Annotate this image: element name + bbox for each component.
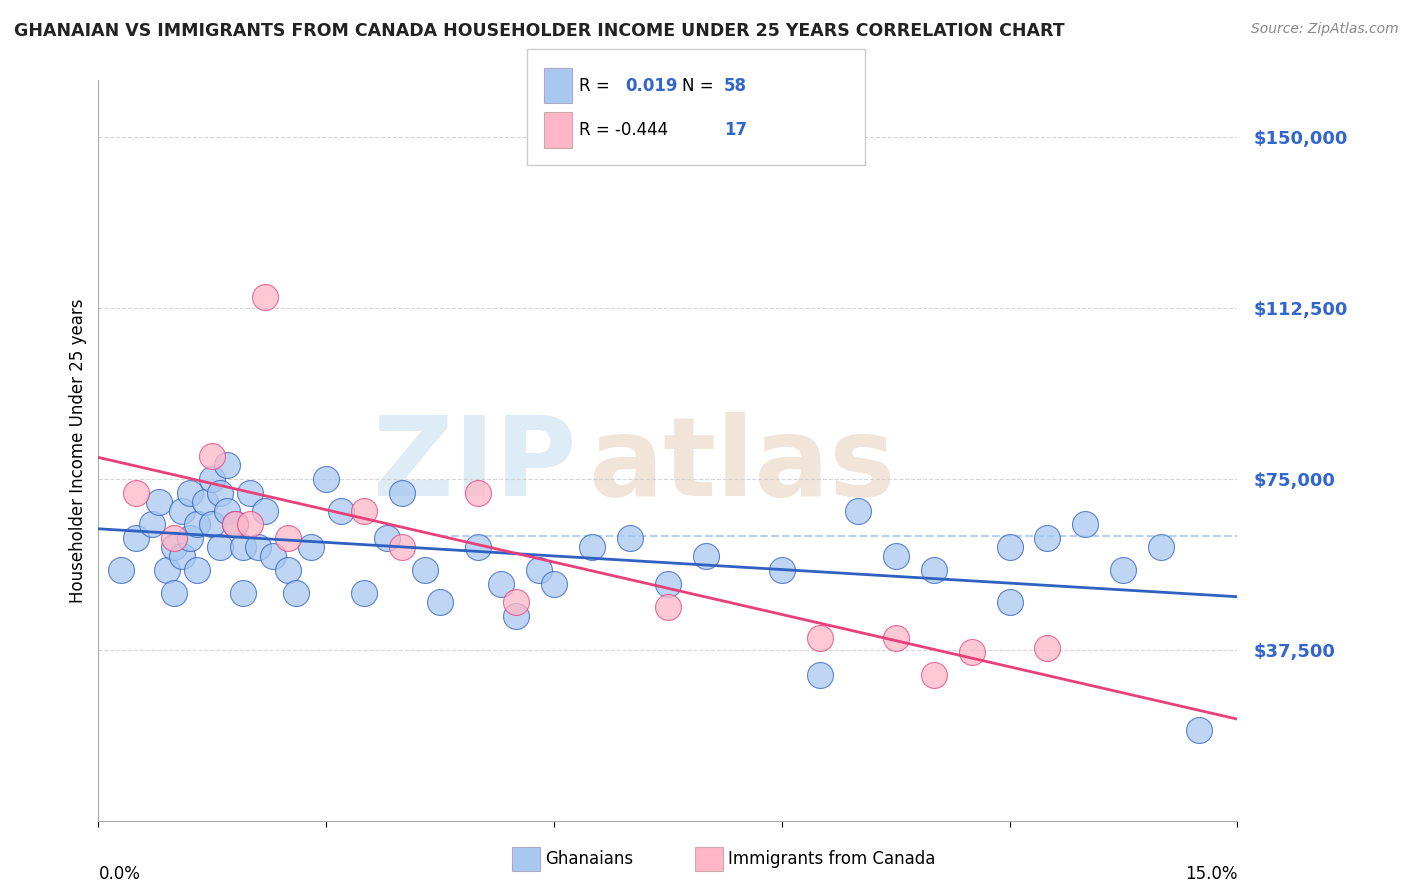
Text: 0.019: 0.019	[626, 77, 678, 95]
Point	[246, 541, 269, 555]
Point	[277, 563, 299, 577]
Point	[148, 494, 170, 508]
Point	[125, 485, 148, 500]
Point	[254, 504, 277, 518]
Point	[353, 504, 375, 518]
Point	[239, 485, 262, 500]
Point	[110, 563, 132, 577]
Point	[543, 576, 565, 591]
Point	[884, 632, 907, 646]
Y-axis label: Householder Income Under 25 years: Householder Income Under 25 years	[69, 298, 87, 603]
Point	[163, 586, 186, 600]
Point	[163, 531, 186, 545]
Point	[254, 290, 277, 304]
Point	[232, 541, 254, 555]
Point	[808, 668, 831, 682]
Point	[884, 549, 907, 564]
Point	[179, 485, 201, 500]
Point	[1036, 640, 1059, 655]
Point	[201, 517, 224, 532]
Point	[224, 517, 246, 532]
Point	[186, 517, 208, 532]
Point	[391, 485, 413, 500]
Text: Immigrants from Canada: Immigrants from Canada	[728, 850, 935, 868]
Point	[330, 504, 353, 518]
Point	[239, 517, 262, 532]
Point	[489, 576, 512, 591]
Point	[657, 576, 679, 591]
Text: GHANAIAN VS IMMIGRANTS FROM CANADA HOUSEHOLDER INCOME UNDER 25 YEARS CORRELATION: GHANAIAN VS IMMIGRANTS FROM CANADA HOUSE…	[14, 22, 1064, 40]
Text: 0.0%: 0.0%	[98, 865, 141, 883]
Point	[467, 541, 489, 555]
Point	[217, 458, 239, 473]
Point	[141, 517, 163, 532]
Point	[186, 563, 208, 577]
Text: Ghanaians: Ghanaians	[546, 850, 634, 868]
Point	[194, 494, 217, 508]
Point	[527, 563, 550, 577]
Point	[1036, 531, 1059, 545]
Point	[808, 632, 831, 646]
Point	[429, 595, 451, 609]
Point	[960, 645, 983, 659]
Point	[232, 586, 254, 600]
Point	[299, 541, 322, 555]
Point	[156, 563, 179, 577]
Text: N =: N =	[682, 77, 718, 95]
Point	[224, 517, 246, 532]
Point	[315, 472, 337, 486]
Point	[391, 541, 413, 555]
Point	[208, 485, 231, 500]
Point	[657, 599, 679, 614]
Point	[1074, 517, 1097, 532]
Point	[201, 449, 224, 463]
Point	[922, 668, 945, 682]
Point	[413, 563, 436, 577]
Point	[505, 595, 527, 609]
Point	[284, 586, 307, 600]
Text: R =: R =	[579, 77, 616, 95]
Point	[179, 531, 201, 545]
Point	[467, 485, 489, 500]
Text: 58: 58	[724, 77, 747, 95]
Point	[922, 563, 945, 577]
Point	[846, 504, 869, 518]
Point	[208, 541, 231, 555]
Point	[1150, 541, 1173, 555]
Text: 15.0%: 15.0%	[1185, 865, 1237, 883]
Point	[170, 504, 193, 518]
Text: ZIP: ZIP	[374, 412, 576, 519]
Point	[353, 586, 375, 600]
Text: Source: ZipAtlas.com: Source: ZipAtlas.com	[1251, 22, 1399, 37]
Point	[217, 504, 239, 518]
Point	[998, 541, 1021, 555]
Point	[170, 549, 193, 564]
Point	[201, 472, 224, 486]
Point	[770, 563, 793, 577]
Text: 17: 17	[724, 121, 747, 139]
Point	[505, 608, 527, 623]
Point	[1112, 563, 1135, 577]
Point	[163, 541, 186, 555]
Point	[125, 531, 148, 545]
Text: atlas: atlas	[588, 412, 896, 519]
Point	[277, 531, 299, 545]
Point	[1188, 723, 1211, 737]
Point	[581, 541, 603, 555]
Text: R = -0.444: R = -0.444	[579, 121, 668, 139]
Point	[998, 595, 1021, 609]
Point	[619, 531, 641, 545]
Point	[695, 549, 717, 564]
Point	[375, 531, 398, 545]
Point	[262, 549, 284, 564]
